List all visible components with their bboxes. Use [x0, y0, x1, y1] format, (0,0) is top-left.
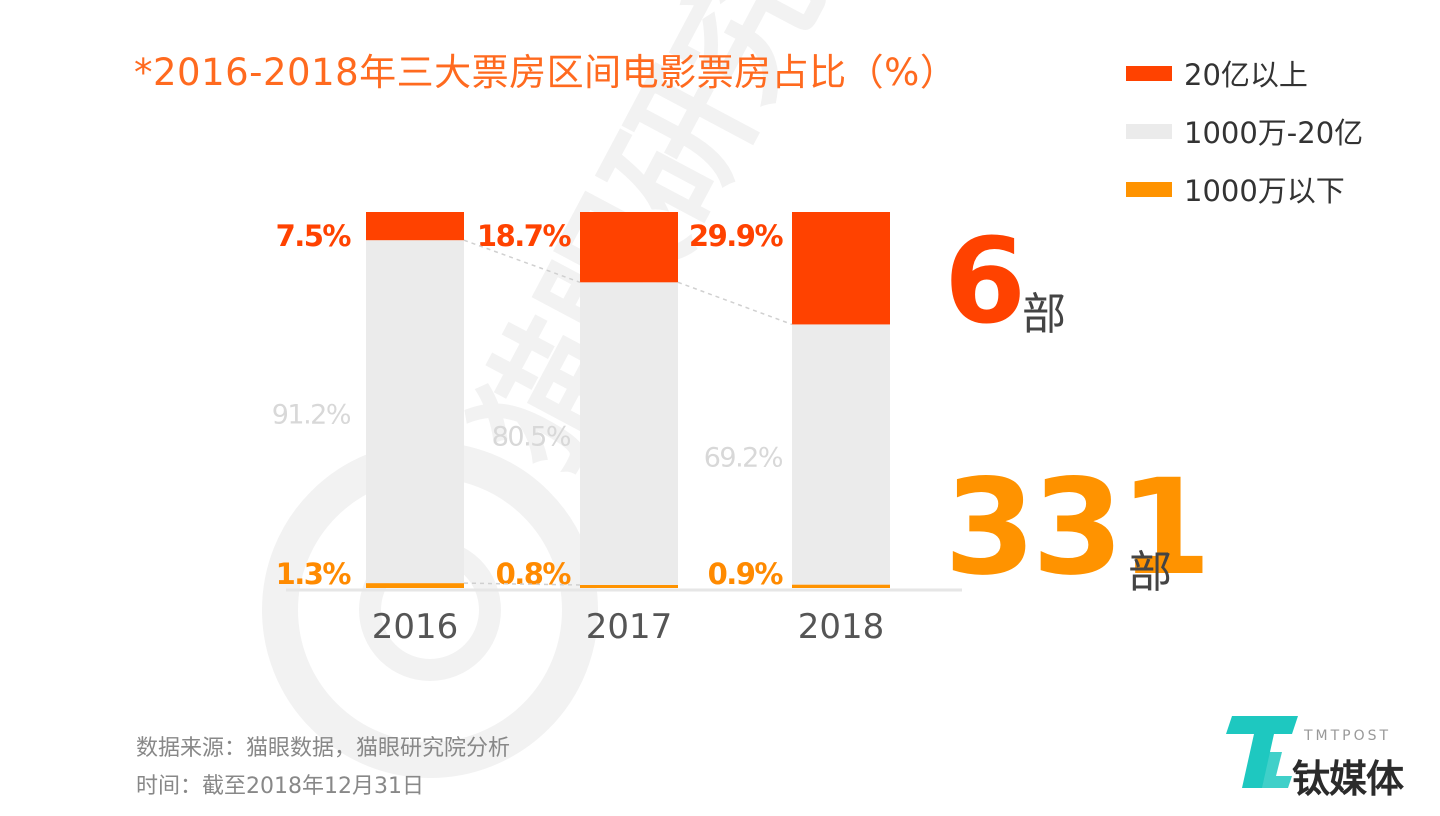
- legend-label-10m-2b: 1000万-20亿: [1184, 116, 1364, 150]
- data-source-note: 数据来源：猫眼数据，猫眼研究院分析: [136, 736, 511, 761]
- data-label-10m-2b-2016: 91.2%: [272, 400, 351, 431]
- logo-text: 钛媒体: [1292, 757, 1404, 801]
- legend-item-under-10m: 1000万以下: [1126, 160, 1363, 218]
- x-tick-label-2018: 2018: [798, 607, 885, 647]
- bar-segment-over-2b-2017: [580, 212, 678, 283]
- bar-segment-under-10m-2018: [792, 584, 890, 588]
- time-note: 时间：截至2018年12月31日: [136, 774, 424, 799]
- x-tick-label-2016: 2016: [372, 607, 459, 647]
- legend: 20亿以上 1000万-20亿 1000万以下: [1126, 44, 1363, 218]
- count-under-10m: 331: [944, 451, 1212, 605]
- data-label-over-2b-2018: 29.9%: [689, 219, 784, 253]
- legend-item-over-2b: 20亿以上: [1126, 44, 1363, 102]
- data-label-over-2b-2016: 7.5%: [276, 219, 352, 253]
- data-label-under-10m-2017: 0.8%: [496, 557, 572, 591]
- legend-swatch-10m-2b: [1126, 123, 1172, 139]
- bar-segment-under-10m-2017: [580, 584, 678, 588]
- bar-segment-over-2b-2016: [366, 212, 464, 241]
- data-label-10m-2b-2017: 80.5%: [492, 422, 571, 453]
- data-label-under-10m-2018: 0.9%: [708, 557, 784, 591]
- x-tick-label-2017: 2017: [586, 607, 673, 647]
- data-label-under-10m-2016: 1.3%: [276, 557, 352, 591]
- data-label-10m-2b-2018: 69.2%: [704, 443, 783, 474]
- logo-brand-text: TMTPOST: [1304, 728, 1392, 744]
- tmtpost-logo-icon: [1226, 716, 1298, 788]
- count-over-2b: 6: [944, 212, 1026, 350]
- trend-line-over-2b-b: [677, 281, 793, 326]
- bar-segment-under-10m-2016: [366, 583, 464, 588]
- legend-label-under-10m: 1000万以下: [1184, 174, 1345, 208]
- count-unit-under-10m: 部: [1128, 547, 1172, 598]
- chart-title: *2016-2018年三大票房区间电影票房占比（%）: [134, 51, 958, 94]
- data-label-over-2b-2017: 18.7%: [477, 219, 572, 253]
- trend-line-under-10m: [463, 582, 581, 586]
- bar-segment-over-2b-2018: [792, 212, 890, 325]
- legend-swatch-under-10m: [1126, 181, 1172, 197]
- legend-swatch-over-2b: [1126, 65, 1172, 81]
- bar-segment-10m-2b-2018: [792, 324, 890, 585]
- bar-segment-10m-2b-2016: [366, 240, 464, 584]
- legend-item-10m-2b: 1000万-20亿: [1126, 102, 1363, 160]
- tmtpost-logo: TMTPOST 钛媒体: [1222, 712, 1418, 801]
- count-unit-over-2b: 部: [1022, 289, 1066, 340]
- bar-segment-10m-2b-2017: [580, 282, 678, 585]
- legend-label-over-2b: 20亿以上: [1184, 58, 1308, 92]
